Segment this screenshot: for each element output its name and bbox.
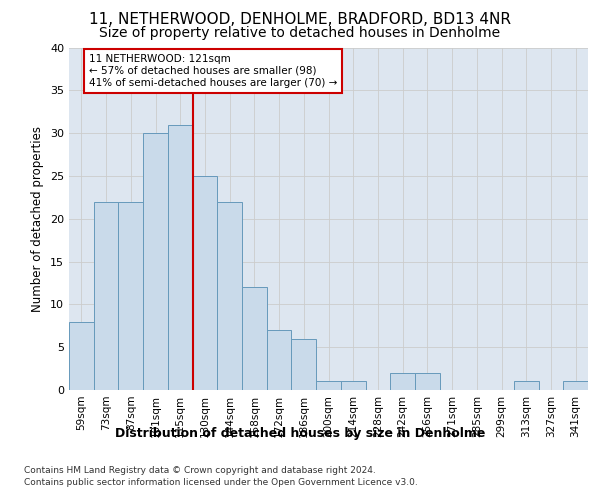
Bar <box>143 133 168 390</box>
Bar <box>415 373 440 390</box>
Bar <box>267 330 292 390</box>
Text: Contains HM Land Registry data © Crown copyright and database right 2024.: Contains HM Land Registry data © Crown c… <box>24 466 376 475</box>
Bar <box>118 202 143 390</box>
Text: Size of property relative to detached houses in Denholme: Size of property relative to detached ho… <box>100 26 500 40</box>
Bar <box>316 382 341 390</box>
Y-axis label: Number of detached properties: Number of detached properties <box>31 126 44 312</box>
Text: 11 NETHERWOOD: 121sqm
← 57% of detached houses are smaller (98)
41% of semi-deta: 11 NETHERWOOD: 121sqm ← 57% of detached … <box>89 54 337 88</box>
Bar <box>168 124 193 390</box>
Bar <box>563 382 588 390</box>
Bar <box>292 338 316 390</box>
Bar <box>242 287 267 390</box>
Text: Contains public sector information licensed under the Open Government Licence v3: Contains public sector information licen… <box>24 478 418 487</box>
Bar <box>217 202 242 390</box>
Bar <box>94 202 118 390</box>
Bar <box>390 373 415 390</box>
Bar <box>193 176 217 390</box>
Bar <box>514 382 539 390</box>
Bar <box>69 322 94 390</box>
Bar <box>341 382 365 390</box>
Text: 11, NETHERWOOD, DENHOLME, BRADFORD, BD13 4NR: 11, NETHERWOOD, DENHOLME, BRADFORD, BD13… <box>89 12 511 28</box>
Text: Distribution of detached houses by size in Denholme: Distribution of detached houses by size … <box>115 428 485 440</box>
